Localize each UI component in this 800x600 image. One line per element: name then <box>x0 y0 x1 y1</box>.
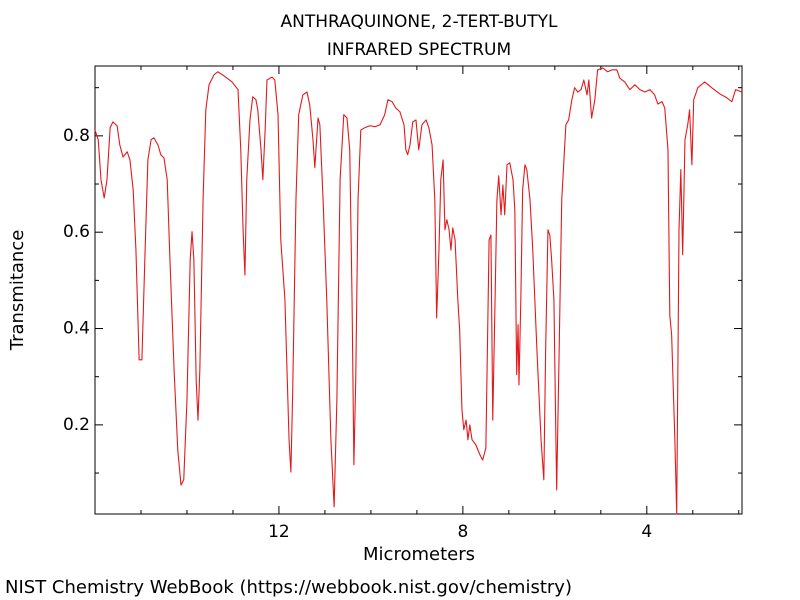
x-tick-label: 12 <box>268 522 290 542</box>
y-tick-label: 0.6 <box>63 222 90 242</box>
y-tick-label: 0.2 <box>63 415 90 435</box>
x-tick-label: 4 <box>641 522 652 542</box>
footer: NIST Chemistry WebBook (https://webbook.… <box>5 577 572 598</box>
chart-title: ANTHRAQUINONE, 2-TERT-BUTYL <box>281 12 558 32</box>
y-tick-label: 0.8 <box>63 126 90 146</box>
plot-frame <box>94 65 743 515</box>
y-tick-label: 0.4 <box>63 319 90 339</box>
spectrum-line <box>94 67 743 515</box>
y-axis-label: Transmitance <box>7 230 28 352</box>
chart-subtitle: INFRARED SPECTRUM <box>327 40 511 60</box>
x-tick-label: 8 <box>457 522 468 542</box>
x-axis-label: Micrometers <box>363 544 475 565</box>
